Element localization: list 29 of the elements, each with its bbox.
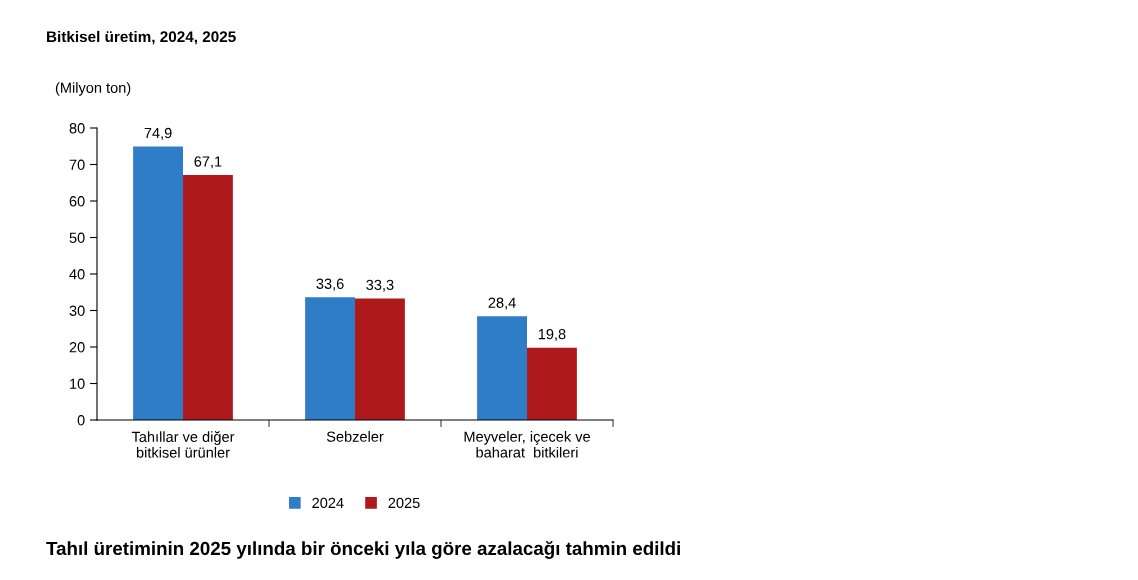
data-label: 19,8 <box>538 328 566 342</box>
bar <box>355 298 405 420</box>
y-tick-label: 20 <box>69 342 85 353</box>
y-tick-label: 30 <box>69 305 85 316</box>
bar <box>477 316 527 420</box>
legend-label: 2024 <box>312 497 344 509</box>
data-label: 33,3 <box>366 279 394 292</box>
x-tick-label: Sebzeler <box>326 431 384 442</box>
y-tick-label: 50 <box>69 232 85 243</box>
text: Tahıl üretiminin 2025 yılında bir önceki yıla göre azalacağı tahmin edildi <box>46 541 680 559</box>
x-tick-label: Tahıllar ve diğer bitkisel ürünler <box>131 431 235 458</box>
x-tick-label: Meyveler, içecek ve baharat bitkileri <box>464 431 590 458</box>
y-tick-label: 60 <box>69 196 85 207</box>
bar <box>133 146 183 420</box>
y-tick-label: 40 <box>69 269 85 280</box>
data-label: 28,4 <box>488 297 516 310</box>
y-tick-label: 70 <box>69 159 85 170</box>
legend-label: 2025 <box>388 497 420 509</box>
data-label: 67,1 <box>194 156 222 169</box>
y-tick-label: 80 <box>69 123 85 134</box>
bar <box>305 297 355 420</box>
bar <box>183 175 233 420</box>
y-tick-label: 10 <box>70 378 85 389</box>
data-label: 33,6 <box>316 278 344 291</box>
y-tick-label: 0 <box>77 415 85 426</box>
bar <box>527 347 577 420</box>
data-label: 74,9 <box>144 127 172 140</box>
chart-title: Bitkisel üretim, 2024, 2025 <box>47 30 236 45</box>
y-axis-title: (Milyon ton) <box>55 82 131 96</box>
